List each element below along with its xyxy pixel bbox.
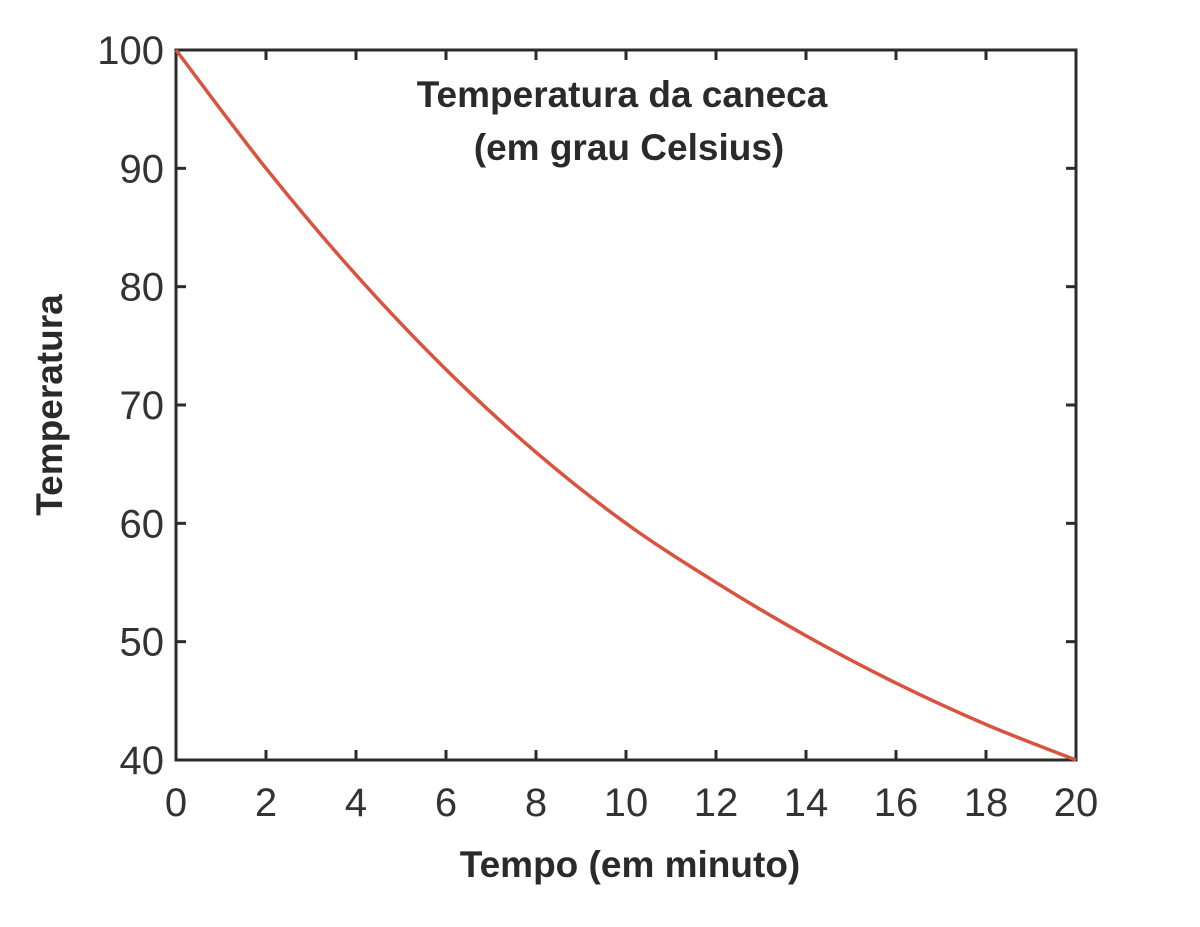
chart-title-line-1: Temperatura da caneca: [417, 74, 828, 115]
y-tick-label: 90: [120, 147, 165, 191]
x-tick-label: 4: [345, 781, 367, 825]
x-tick-label: 18: [964, 781, 1009, 825]
y-axis-label: Temperatura: [29, 294, 70, 516]
x-tick-label: 0: [165, 781, 187, 825]
y-tick-label: 60: [120, 502, 165, 546]
y-tick-label: 50: [120, 621, 165, 665]
series-line: [174, 48, 1077, 762]
x-tick-label: 10: [604, 781, 649, 825]
axis-ticks: [176, 50, 1076, 760]
x-tick-label: 14: [784, 781, 829, 825]
x-tick-label: 16: [874, 781, 919, 825]
x-axis-label: Tempo (em minuto): [460, 844, 801, 885]
y-tick-label: 80: [120, 266, 165, 310]
tick-labels: 0 2 4 6 8 10 12 14 16 18 20 40 50 60 70 80 90 100: [97, 29, 1098, 825]
x-tick-label: 6: [435, 781, 457, 825]
chart-title-line-2: (em grau Celsius): [474, 127, 784, 168]
y-tick-label: 70: [120, 384, 165, 428]
x-tick-label: 20: [1054, 781, 1099, 825]
y-tick-label: 40: [120, 739, 165, 783]
x-tick-label: 2: [255, 781, 277, 825]
y-tick-label: 100: [97, 29, 164, 73]
x-tick-label: 8: [525, 781, 547, 825]
x-tick-label: 12: [694, 781, 739, 825]
